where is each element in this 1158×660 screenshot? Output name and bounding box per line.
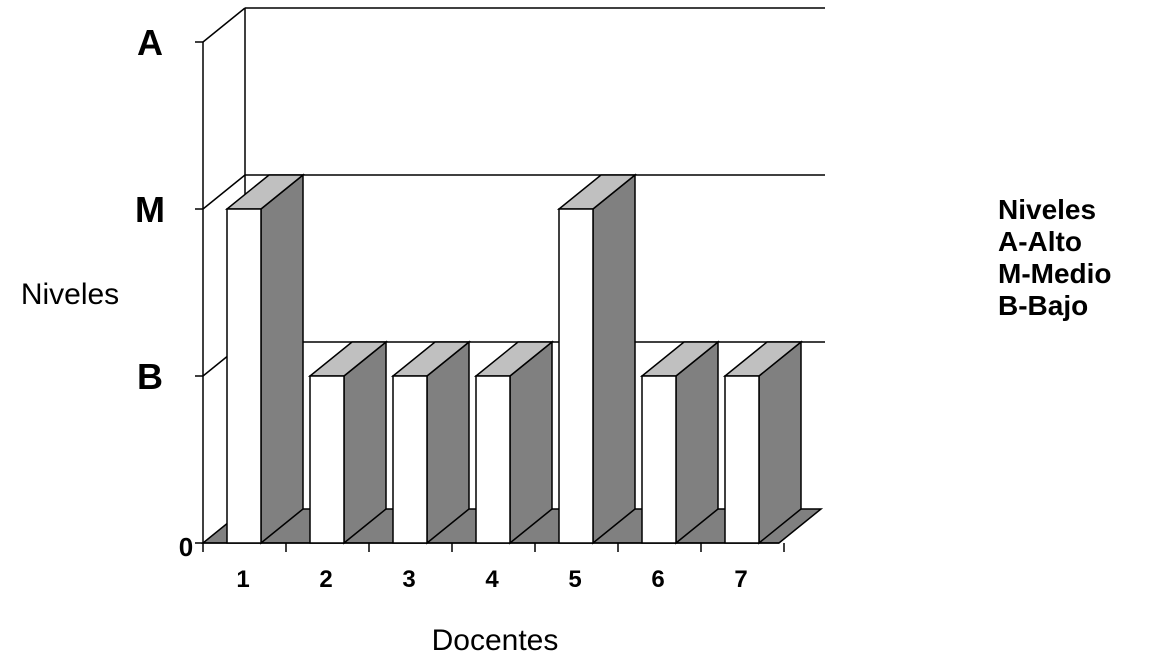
x-tick-label-4: 4 xyxy=(485,566,499,593)
y-tick-label-A: A xyxy=(137,22,163,63)
bar-front-6 xyxy=(641,375,677,544)
chart-legend: Niveles A-Alto M-Medio B-Bajo xyxy=(998,194,1112,322)
bar-side-3 xyxy=(426,340,470,545)
legend-title: Niveles xyxy=(998,194,1097,225)
bar-3 xyxy=(390,340,472,545)
x-tick-label-7: 7 xyxy=(734,566,747,593)
x-tick-label-1: 1 xyxy=(236,566,249,593)
x-tick-label-6: 6 xyxy=(651,566,664,593)
y-tick-label-M: M xyxy=(135,189,165,230)
y-tick-label-0: 0 xyxy=(179,532,193,562)
bar-1 xyxy=(224,173,306,545)
bar-side-2 xyxy=(343,340,387,545)
x-tick-label-5: 5 xyxy=(568,566,581,593)
gridline-wall-M xyxy=(202,174,246,210)
bar-side-7 xyxy=(758,340,802,545)
x-tick-label-2: 2 xyxy=(319,566,332,593)
bar-7 xyxy=(722,340,804,545)
legend-entry-bajo: B-Bajo xyxy=(998,290,1089,321)
bar-front-4 xyxy=(475,375,511,544)
bar-2 xyxy=(307,340,389,545)
bar-side-5 xyxy=(592,173,636,545)
bar-front-1 xyxy=(226,208,262,544)
bar-6 xyxy=(639,340,721,545)
chart-bars xyxy=(224,173,804,545)
bar-front-5 xyxy=(558,208,594,544)
y-tick-label-B: B xyxy=(137,356,163,397)
y-tick-labels: 0 B M A xyxy=(135,22,193,562)
gridline-wall-A xyxy=(202,7,246,43)
bar-side-4 xyxy=(509,340,553,545)
x-tick-labels: 1 2 3 4 5 6 7 xyxy=(236,566,747,593)
bar-front-2 xyxy=(309,375,345,544)
bar-front-3 xyxy=(392,375,428,544)
bar-side-6 xyxy=(675,340,719,545)
x-tick-label-3: 3 xyxy=(402,566,415,593)
x-axis-title: Docentes xyxy=(432,624,559,657)
bar-front-7 xyxy=(724,375,760,544)
bar-4 xyxy=(473,340,555,545)
legend-entry-alto: A-Alto xyxy=(998,226,1082,257)
bar-5 xyxy=(556,173,638,545)
bar-side-1 xyxy=(260,173,304,545)
y-axis-title: Niveles xyxy=(21,278,119,311)
legend-entry-medio: M-Medio xyxy=(998,258,1112,289)
